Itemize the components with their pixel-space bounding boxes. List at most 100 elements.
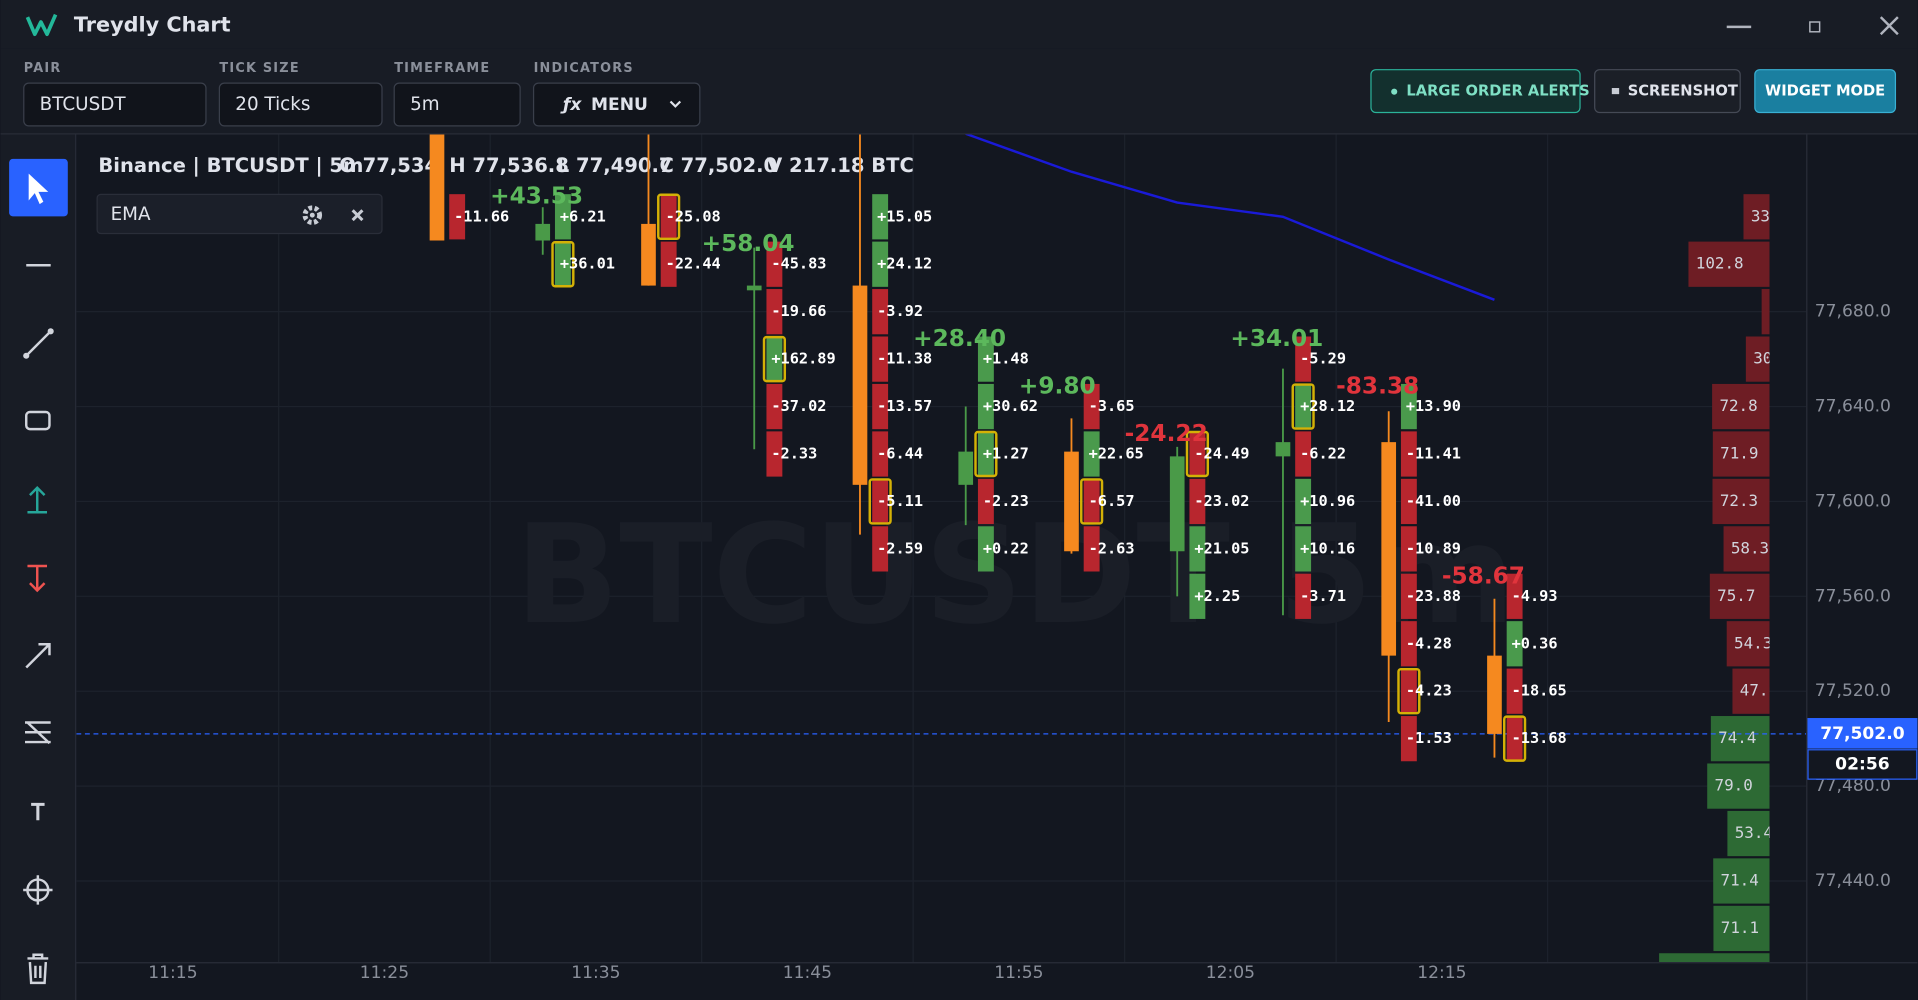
indicator-settings[interactable]: [302, 205, 323, 225]
widget-mode-button[interactable]: [1754, 69, 1897, 114]
fib-tool[interactable]: [25, 721, 51, 745]
profile-label: 72.8: [1719, 396, 1757, 415]
footprint-cell: [977, 431, 994, 477]
x-tick-label: 11:35: [571, 963, 620, 983]
footprint-cell: [660, 194, 677, 240]
footprint-label: +2.25: [1194, 587, 1240, 605]
profile-bar: [1732, 668, 1770, 714]
candle-body: [852, 285, 868, 485]
profile-label: 58.3: [1731, 538, 1769, 557]
short-position-tool[interactable]: [27, 564, 48, 593]
candle-body: [1381, 442, 1397, 656]
profile-bar: [1659, 953, 1770, 963]
footprint-label: +0.22: [983, 539, 1029, 557]
indicator-remove[interactable]: [351, 209, 364, 222]
profile-bar: [1712, 383, 1770, 430]
delta-label: -58.67: [1442, 562, 1525, 589]
plot-area: [76, 134, 1807, 963]
footprint-cell: [766, 289, 783, 335]
candle-body: [1169, 456, 1185, 552]
profile-bar: [1713, 858, 1770, 904]
profile-label: 74.4: [1718, 728, 1756, 747]
profile-bar: [1707, 763, 1770, 809]
maximize-button[interactable]: [1809, 21, 1821, 33]
footprint-cell: [1189, 478, 1206, 525]
cell-highlight: [551, 241, 575, 288]
footprint-cell: [1189, 573, 1206, 619]
gear-hub: [309, 212, 315, 218]
field-input[interactable]: [532, 82, 701, 127]
field-input[interactable]: [393, 82, 521, 127]
x-tick-label: 11:45: [783, 963, 832, 983]
footprint-cell: [1506, 573, 1523, 619]
button-label: SCREENSHOT: [1628, 83, 1738, 100]
footprint-cell: [766, 383, 783, 430]
footprint-cell: [872, 289, 889, 335]
footprint-label: -4.93: [1512, 587, 1558, 605]
field-input[interactable]: [218, 82, 383, 127]
footprint-label: -24.49: [1194, 444, 1249, 462]
button-label: WIDGET MODE: [1765, 83, 1885, 100]
footprint-cell: [1506, 716, 1523, 762]
footprint-label: +0.36: [1512, 634, 1558, 652]
footprint-label: -11.41: [1406, 444, 1461, 462]
profile-label: 72.3: [1720, 491, 1758, 510]
watermark: BTCUSDT 5m: [515, 496, 1516, 655]
footprint-cell: [766, 431, 783, 477]
footprint-cell: [1189, 526, 1206, 572]
footprint-cell: [977, 383, 994, 430]
footprint-cell: [554, 194, 571, 240]
ohlcv-value: H 77,536.8: [449, 154, 569, 177]
long-position-tool[interactable]: [27, 486, 48, 514]
footprint-label: -23.02: [1194, 492, 1249, 510]
footprint-label: -37.02: [771, 397, 826, 415]
cell-highlight: [974, 430, 998, 478]
field-input[interactable]: [23, 82, 207, 127]
profile-bar: [1712, 478, 1770, 525]
footprint-cell: [1083, 431, 1100, 477]
crosshair-tool[interactable]: [23, 875, 53, 905]
footprint-label: +24.12: [877, 255, 932, 273]
profile-bar: [1745, 336, 1770, 382]
field-value: 20 Ticks: [235, 94, 310, 115]
ohlcv-value: L 77,490.7: [557, 154, 673, 177]
footprint-label: -13.57: [877, 397, 932, 415]
rectangle-tool[interactable]: [25, 410, 51, 431]
large-order-alerts-button[interactable]: [1370, 69, 1581, 114]
countdown-label: 02:56: [1835, 754, 1889, 774]
footprint-cell: [1295, 526, 1312, 572]
footprint-cell: [1189, 431, 1206, 477]
footprint-cell: [766, 336, 783, 382]
footprint-cell: [1083, 383, 1100, 430]
footprint-cell: [872, 241, 889, 287]
close-button[interactable]: [1879, 16, 1899, 36]
delete-tool[interactable]: [27, 953, 49, 985]
trend-line-tool[interactable]: [23, 328, 54, 359]
footprint-label: -23.88: [1406, 587, 1461, 605]
footprint-cell: [1295, 573, 1312, 619]
text-tool[interactable]: [31, 802, 45, 821]
field-value: 5m: [410, 94, 440, 115]
cell-highlight: [762, 335, 787, 383]
profile-label: 71.4: [1721, 870, 1759, 889]
profile-bar: [1710, 716, 1770, 762]
x-tick-label: 11:15: [148, 963, 197, 983]
candle-body: [429, 134, 445, 241]
screenshot-button[interactable]: [1594, 69, 1741, 114]
delta-label: +58.04: [702, 230, 795, 257]
footprint-cell: [1295, 336, 1312, 382]
delta-label: -24.22: [1125, 420, 1208, 447]
footprint-label: +22.65: [1089, 444, 1144, 462]
footprint-cell: [1400, 716, 1417, 762]
screenshot-icon: [1611, 88, 1620, 95]
footprint-cell: [1083, 478, 1100, 525]
footprint-label: -5.11: [877, 492, 923, 510]
footprint-label: -45.83: [771, 255, 826, 273]
footprint-label: -4.23: [1406, 682, 1452, 700]
footprint-label: -41.00: [1406, 492, 1461, 510]
footprint-cell: [1295, 431, 1312, 477]
footprint-label: -4.28: [1406, 634, 1452, 652]
arrow-tool[interactable]: [25, 643, 51, 669]
footprint-label: +13.90: [1406, 397, 1461, 415]
footprint-label: -3.65: [1089, 397, 1135, 415]
